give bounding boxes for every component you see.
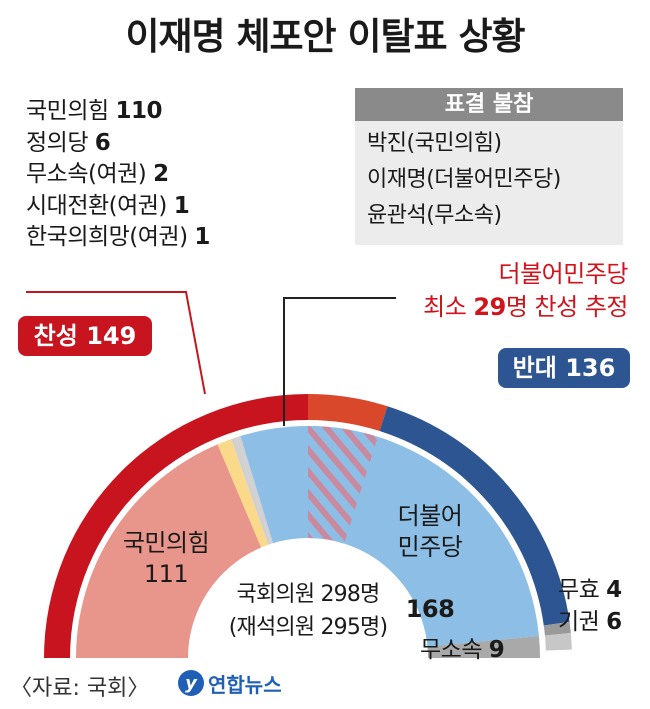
label-dpk: 더불어 민주당 168	[360, 470, 500, 656]
list-item: 한국의희망(여권) 1	[26, 224, 210, 250]
outer-slice-반대	[379, 406, 570, 626]
label-invalid: 무효 4	[558, 577, 622, 603]
source-note: 〈자료: 국회〉	[10, 676, 150, 701]
label-ppp-name: 국민의힘	[122, 529, 210, 557]
list-item: 국민의힘 110	[26, 98, 162, 124]
logo-mark-icon: y	[178, 670, 204, 696]
inner-slice-무소속	[427, 636, 540, 658]
abstain-list: 박진(국민의힘) 이재명(더불어민주당) 윤관석(무소속)	[367, 126, 561, 234]
yonhap-logo: y 연합뉴스	[178, 668, 282, 698]
inner-slice-시대전환	[235, 436, 272, 544]
inner-slice-무소속-여권-	[231, 437, 271, 545]
label-dpk-value: 168	[405, 595, 455, 623]
outer-slice-찬성-더불어민주당-추정-	[308, 394, 388, 432]
chart-title: 이재명 체포안 이탈표 상황	[125, 15, 525, 58]
outer-slice-무효	[543, 621, 571, 636]
list-item: 무소속(여권) 2	[26, 161, 169, 187]
leader-line-yes	[26, 291, 206, 395]
estimate-line1: 더불어민주당	[498, 260, 629, 288]
list-item: 정의당 6	[26, 129, 111, 156]
abstain-name: 박진(국민의힘)	[367, 131, 502, 156]
estimate-annotation: 더불어민주당 최소 29명 찬성 추정	[423, 258, 628, 324]
label-ppp-value: 111	[143, 560, 189, 588]
inner-slice-국민의힘	[76, 444, 262, 658]
dpk-estimated-yes-hatch	[308, 426, 378, 544]
label-dpk-name: 더불어 민주당	[397, 502, 463, 561]
center-label: 국회의원 298명 (재석의원 295명)	[202, 578, 414, 644]
inner-slice-한국의희망	[238, 436, 274, 544]
label-ppp: 국민의힘 111	[96, 528, 236, 590]
leader-line-estimate	[283, 297, 396, 426]
abstain-name: 윤관석(무소속)	[367, 203, 502, 228]
outer-slice-찬성	[44, 394, 308, 658]
estimate-line2: 최소 29명 찬성 추정	[423, 293, 628, 321]
no-badge: 반대 136	[498, 348, 630, 388]
center-line1: 국회의원 298명	[236, 582, 381, 607]
list-item: 시대전환(여권) 1	[26, 192, 190, 219]
label-abstain-vote: 기권 6	[558, 609, 622, 635]
abstain-name: 이재명(더불어민주당)	[367, 167, 561, 192]
label-independent: 무소속 9	[420, 637, 505, 663]
yes-vote-parties-list: 국민의힘 110 정의당 6 무소속(여권) 2 시대전환(여권) 1 한국의희…	[26, 96, 210, 254]
logo-text: 연합뉴스	[208, 672, 282, 697]
outer-slice-기권	[544, 632, 572, 651]
center-line2: (재석의원 295명)	[228, 615, 388, 640]
abstain-box: 표결 불참 박진(국민의힘) 이재명(더불어민주당) 윤관석(무소속)	[355, 88, 623, 245]
inner-slice-정의당	[217, 439, 269, 548]
yes-badge: 찬성 149	[18, 316, 152, 356]
abstain-header: 표결 불참	[355, 88, 623, 121]
